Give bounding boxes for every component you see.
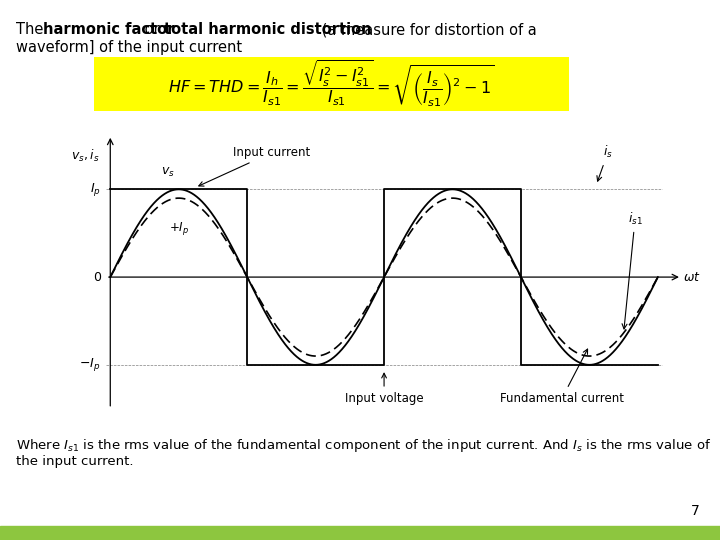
Text: $i_s$: $i_s$ (597, 144, 613, 181)
Text: Where $I_{s1}$ is the rms value of the fundamental component of the input curren: Where $I_{s1}$ is the rms value of the f… (16, 437, 711, 454)
Text: $v_s, i_s$: $v_s, i_s$ (71, 148, 99, 164)
Bar (0, 526, 720, 540)
Text: or: or (140, 22, 165, 37)
Text: $\omega t$: $\omega t$ (683, 271, 701, 284)
Text: $i_{s1}$: $i_{s1}$ (622, 211, 642, 329)
Text: harmonic factor: harmonic factor (43, 22, 174, 37)
Text: Input current: Input current (199, 146, 311, 186)
Text: Input voltage: Input voltage (345, 373, 423, 404)
Text: 0: 0 (93, 271, 101, 284)
Text: $HF = THD = \dfrac{I_h}{I_{s1}} = \dfrac{\sqrt{I_s^2 - I_{s1}^2}}{I_{s1}} = \sqr: $HF = THD = \dfrac{I_h}{I_{s1}} = \dfrac… (168, 58, 495, 109)
Text: $I_p$: $I_p$ (90, 181, 101, 198)
Text: the input current.: the input current. (16, 455, 133, 468)
Text: $-I_p$: $-I_p$ (79, 356, 101, 373)
Text: 7: 7 (690, 504, 699, 518)
FancyBboxPatch shape (94, 57, 569, 111)
Text: Fundamental current: Fundamental current (500, 349, 624, 404)
Text: $v_s$: $v_s$ (161, 166, 175, 179)
Text: $+ I_p$: $+ I_p$ (168, 220, 189, 237)
Text: total harmonic distortion: total harmonic distortion (164, 22, 372, 37)
Text: (a measure for distortion of a: (a measure for distortion of a (317, 22, 536, 37)
Text: waveform] of the input current: waveform] of the input current (16, 40, 242, 55)
Text: The: The (16, 22, 48, 37)
